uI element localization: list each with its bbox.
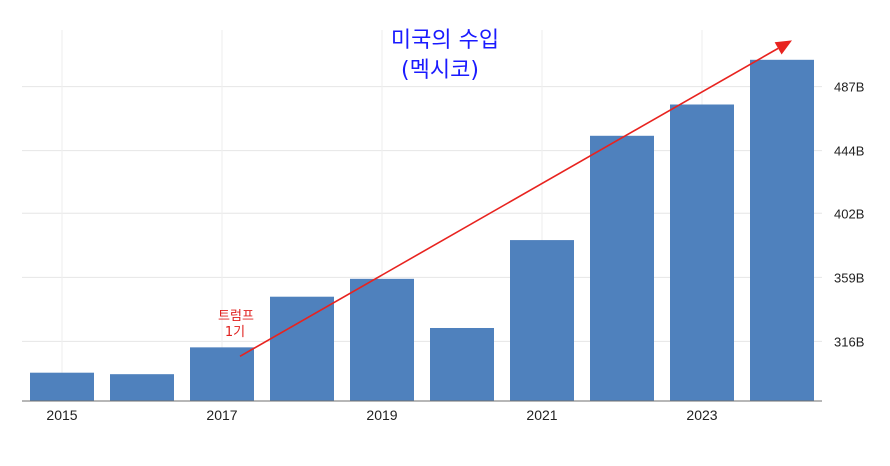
bar-2021: [510, 240, 574, 401]
annotation-line-2: 1기: [225, 325, 245, 340]
x-tick-label-2019: 2019: [366, 407, 397, 423]
bar-2018: [270, 296, 334, 401]
chart-title: 미국의 수입 (멕시코): [391, 28, 499, 83]
chart-title-line-2: (멕시코): [401, 58, 479, 83]
trump-annotation: 트럼프 1기: [218, 309, 254, 340]
x-axis-ticks: 2015 2017 2019 2021 2023: [46, 407, 717, 423]
trend-arrow-head: [774, 40, 792, 55]
y-tick-label-487B: 487B: [834, 80, 864, 95]
bar-2024: [750, 59, 814, 402]
y-tick-label-402B: 402B: [834, 206, 864, 221]
bar-2019: [350, 278, 414, 401]
trend-arrow: [239, 40, 792, 357]
bar-2023: [670, 104, 734, 402]
y-tick-label-359B: 359B: [834, 270, 864, 285]
x-tick-label-2017: 2017: [206, 407, 237, 423]
y-tick-label-316B: 316B: [834, 334, 864, 349]
y-tick-label-444B: 444B: [834, 144, 864, 159]
x-tick-label-2015: 2015: [46, 407, 77, 423]
chart-title-line-1: 미국의 수입: [391, 28, 499, 53]
x-tick-label-2021: 2021: [526, 407, 557, 423]
x-tick-label-2023: 2023: [686, 407, 717, 423]
annotation-line-1: 트럼프: [218, 309, 254, 324]
bar-2015: [30, 372, 94, 401]
bar-2017: [190, 347, 254, 401]
bar-2020: [430, 327, 494, 401]
bars: [30, 59, 814, 402]
trend-arrow-line: [239, 47, 779, 357]
y-axis-ticks: 316B 359B 402B 444B 487B: [834, 80, 864, 350]
bar-2022: [590, 135, 654, 401]
bar-2016: [110, 374, 174, 401]
